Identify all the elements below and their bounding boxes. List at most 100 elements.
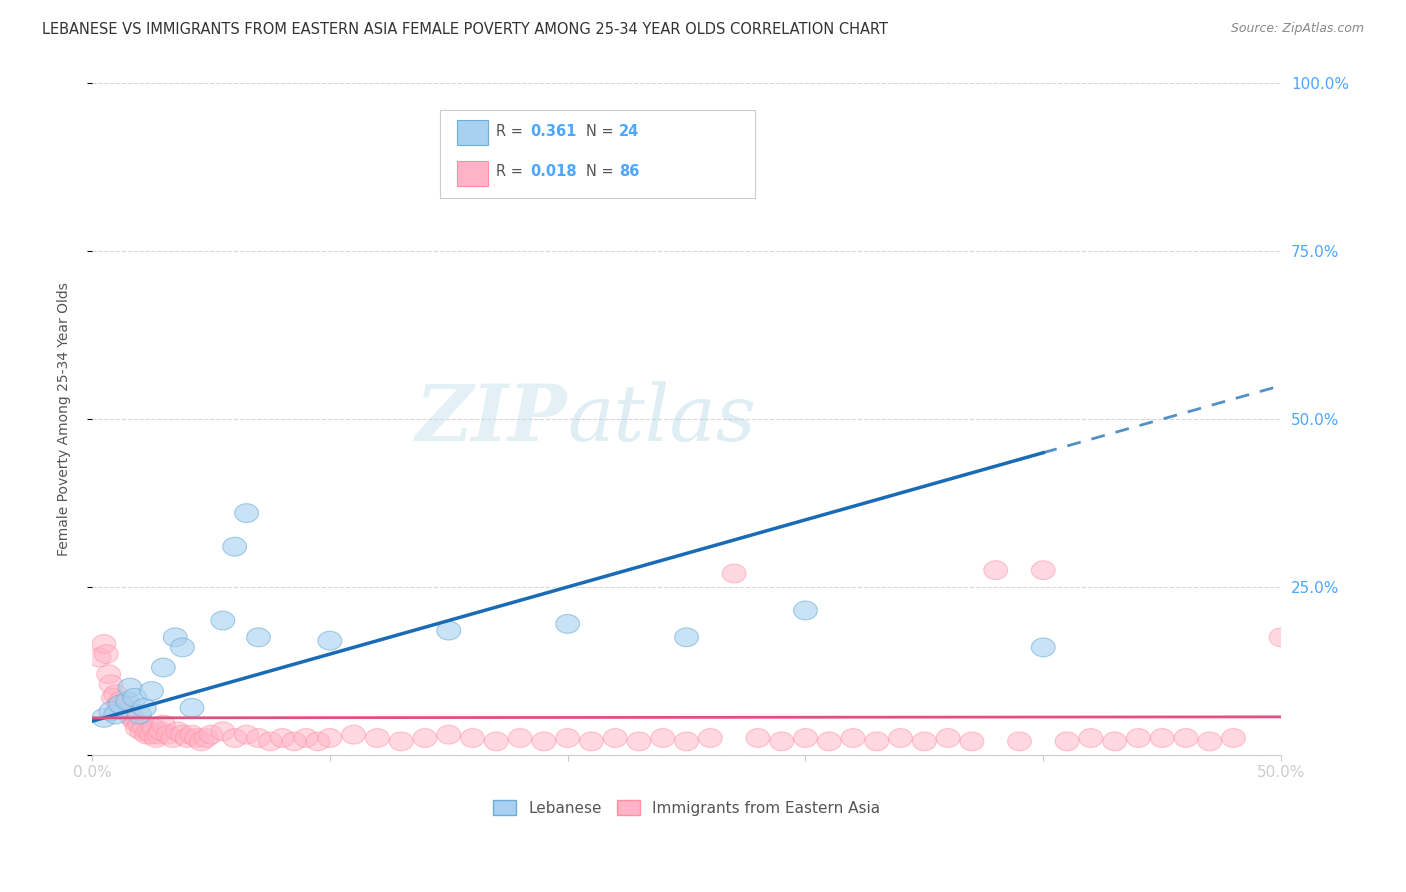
Ellipse shape — [91, 708, 115, 727]
Ellipse shape — [1032, 561, 1054, 580]
Ellipse shape — [675, 732, 699, 751]
Ellipse shape — [1174, 729, 1198, 747]
Ellipse shape — [675, 628, 699, 647]
Ellipse shape — [139, 725, 163, 744]
Ellipse shape — [1054, 732, 1078, 751]
Text: LEBANESE VS IMMIGRANTS FROM EASTERN ASIA FEMALE POVERTY AMONG 25-34 YEAR OLDS CO: LEBANESE VS IMMIGRANTS FROM EASTERN ASIA… — [42, 22, 889, 37]
Ellipse shape — [180, 725, 204, 744]
Ellipse shape — [104, 685, 128, 704]
Ellipse shape — [747, 729, 770, 747]
Ellipse shape — [122, 712, 146, 731]
Ellipse shape — [94, 645, 118, 664]
Ellipse shape — [108, 691, 132, 711]
Ellipse shape — [1198, 732, 1222, 751]
Ellipse shape — [184, 729, 208, 747]
Ellipse shape — [246, 729, 270, 747]
Ellipse shape — [294, 729, 318, 747]
Ellipse shape — [190, 732, 214, 751]
Ellipse shape — [413, 729, 437, 747]
Ellipse shape — [166, 722, 190, 740]
Ellipse shape — [100, 702, 122, 721]
Ellipse shape — [1008, 732, 1032, 751]
Ellipse shape — [318, 729, 342, 747]
Ellipse shape — [163, 628, 187, 647]
Text: Source: ZipAtlas.com: Source: ZipAtlas.com — [1230, 22, 1364, 36]
Ellipse shape — [793, 729, 817, 747]
Ellipse shape — [139, 681, 163, 700]
Ellipse shape — [699, 729, 723, 747]
Ellipse shape — [132, 719, 156, 738]
Ellipse shape — [912, 732, 936, 751]
Ellipse shape — [118, 705, 142, 724]
Ellipse shape — [936, 729, 960, 747]
Text: 24: 24 — [619, 124, 638, 138]
Ellipse shape — [1126, 729, 1150, 747]
Ellipse shape — [283, 732, 307, 751]
Ellipse shape — [115, 691, 139, 711]
Ellipse shape — [865, 732, 889, 751]
Ellipse shape — [111, 698, 135, 717]
Ellipse shape — [437, 621, 461, 640]
Ellipse shape — [122, 689, 146, 707]
Ellipse shape — [100, 675, 122, 694]
Ellipse shape — [200, 725, 222, 744]
Ellipse shape — [723, 564, 747, 583]
Legend: Lebanese, Immigrants from Eastern Asia: Lebanese, Immigrants from Eastern Asia — [486, 794, 886, 822]
Ellipse shape — [114, 702, 138, 721]
Ellipse shape — [1078, 729, 1102, 747]
Ellipse shape — [841, 729, 865, 747]
Ellipse shape — [135, 725, 159, 744]
Ellipse shape — [259, 732, 283, 751]
Ellipse shape — [170, 725, 194, 744]
Ellipse shape — [176, 729, 200, 747]
Text: atlas: atlas — [568, 381, 756, 458]
Ellipse shape — [318, 632, 342, 650]
Ellipse shape — [889, 729, 912, 747]
Ellipse shape — [125, 719, 149, 738]
Ellipse shape — [170, 638, 194, 657]
Ellipse shape — [145, 729, 169, 747]
Text: N =: N = — [586, 124, 619, 138]
Text: R =: R = — [496, 164, 527, 178]
Ellipse shape — [149, 722, 173, 740]
Text: ZIP: ZIP — [416, 381, 568, 458]
Text: 86: 86 — [619, 164, 638, 178]
Text: N =: N = — [586, 164, 619, 178]
Ellipse shape — [146, 725, 170, 744]
Ellipse shape — [211, 611, 235, 630]
Ellipse shape — [307, 732, 330, 751]
Ellipse shape — [389, 732, 413, 751]
Ellipse shape — [194, 729, 218, 747]
Ellipse shape — [101, 689, 125, 707]
Ellipse shape — [180, 698, 204, 717]
Ellipse shape — [152, 658, 176, 677]
Ellipse shape — [118, 678, 142, 697]
Ellipse shape — [1150, 729, 1174, 747]
Ellipse shape — [508, 729, 531, 747]
Ellipse shape — [1222, 729, 1246, 747]
Ellipse shape — [485, 732, 508, 751]
Ellipse shape — [603, 729, 627, 747]
Ellipse shape — [211, 722, 235, 740]
Ellipse shape — [128, 715, 152, 734]
Ellipse shape — [104, 705, 128, 724]
Text: 0.361: 0.361 — [530, 124, 576, 138]
Ellipse shape — [222, 729, 246, 747]
Ellipse shape — [770, 732, 793, 751]
Ellipse shape — [108, 695, 132, 714]
Ellipse shape — [115, 695, 139, 714]
Ellipse shape — [342, 725, 366, 744]
Ellipse shape — [121, 708, 145, 727]
Ellipse shape — [128, 705, 152, 724]
Ellipse shape — [91, 634, 115, 654]
Ellipse shape — [246, 628, 270, 647]
Ellipse shape — [222, 537, 246, 556]
Ellipse shape — [984, 561, 1008, 580]
Ellipse shape — [87, 648, 111, 667]
Ellipse shape — [270, 729, 294, 747]
Ellipse shape — [152, 715, 176, 734]
Y-axis label: Female Poverty Among 25-34 Year Olds: Female Poverty Among 25-34 Year Olds — [58, 282, 72, 556]
Ellipse shape — [627, 732, 651, 751]
Ellipse shape — [817, 732, 841, 751]
Ellipse shape — [1270, 628, 1294, 647]
